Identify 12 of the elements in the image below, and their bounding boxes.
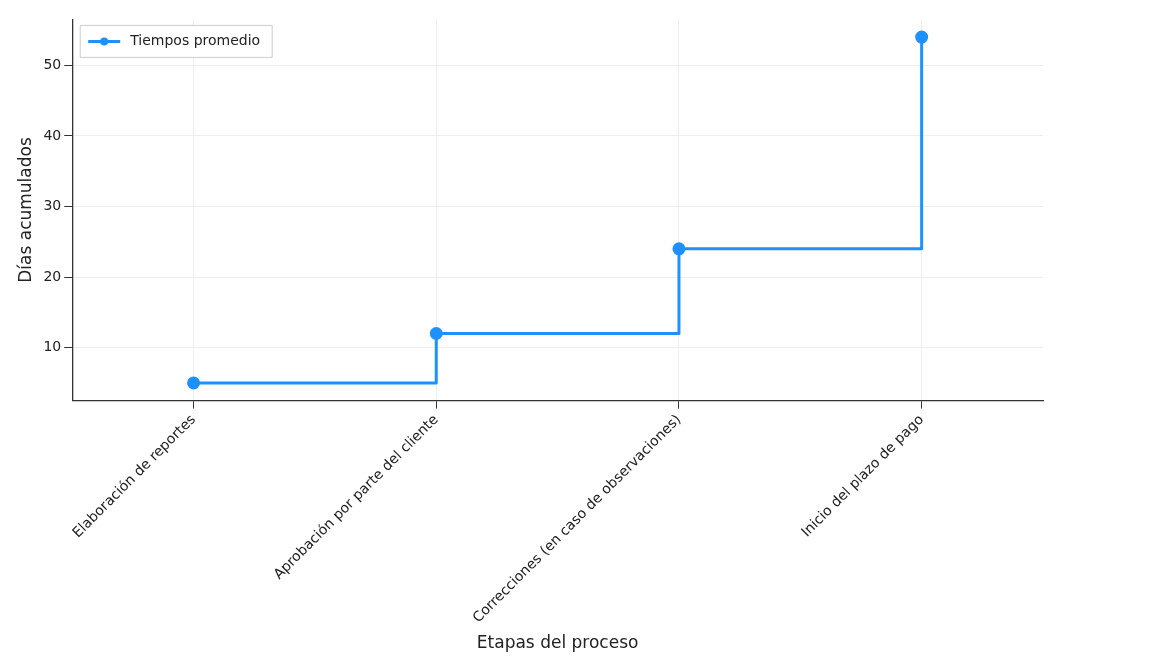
point: [429, 327, 443, 341]
y-axis-title: Días acumulados: [14, 137, 35, 283]
y-tick-label: 30: [43, 197, 62, 214]
point: [187, 376, 201, 390]
y-tick-label: 50: [43, 55, 62, 72]
legend-label: Tiempos promedio: [129, 32, 261, 49]
y-tick-label: 20: [43, 267, 62, 284]
point: [672, 242, 686, 256]
y-tick-label: 40: [43, 126, 62, 143]
y-tick-label: 10: [43, 338, 62, 355]
x-axis-title: Etapas del proceso: [476, 632, 639, 653]
point: [915, 30, 929, 44]
